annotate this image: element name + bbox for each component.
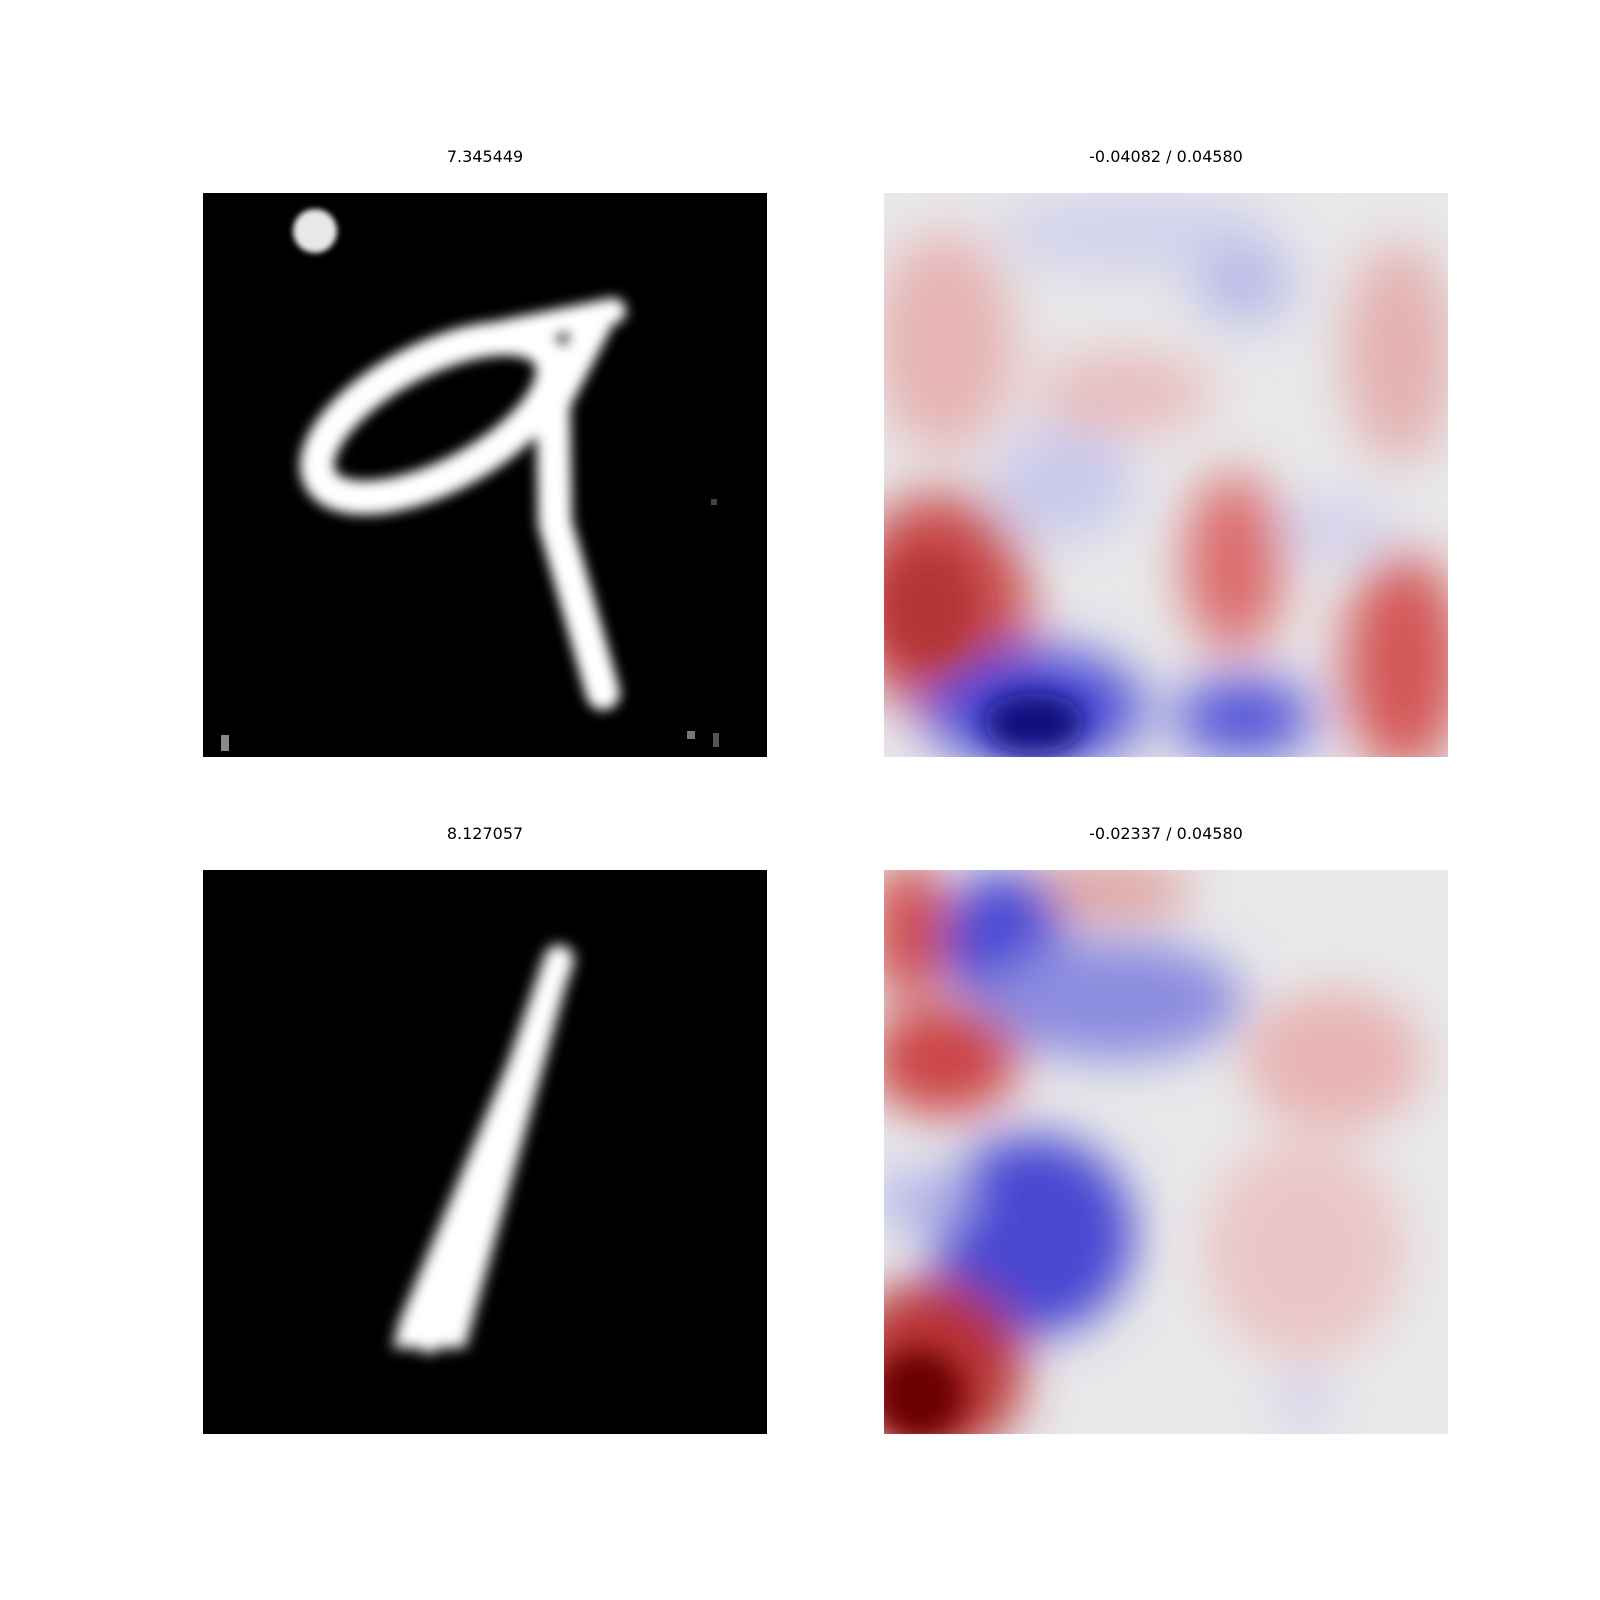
positive-region (884, 870, 949, 1000)
negative-region (934, 1135, 1134, 1335)
positive-region (1014, 870, 1194, 920)
positive-peak (884, 553, 974, 663)
positive-region (1034, 353, 1214, 433)
negative-peak (984, 693, 1084, 753)
digit-one-svg (393, 945, 574, 1353)
digit-one-image (203, 870, 767, 1434)
attribution-heatmap-bottom (884, 870, 1448, 1434)
heatmap-bottom-svg (884, 870, 1424, 1434)
negative-region (1194, 243, 1294, 323)
positive-region (1344, 553, 1448, 757)
panel-title-top-right: -0.04082 / 0.04580 (1089, 147, 1243, 166)
digit-nine-image (203, 193, 767, 757)
positive-region (1344, 243, 1448, 463)
noise-speck (713, 733, 719, 747)
panel-title-bottom-left: 8.127057 (446, 824, 524, 843)
noise-blob (293, 209, 337, 253)
digit-nine-stem (536, 306, 620, 710)
positive-region (884, 233, 1014, 453)
digit-nine-svg (221, 209, 719, 751)
noise-speck (687, 731, 695, 739)
negative-region (1274, 1375, 1334, 1425)
digit-nine-arm (490, 298, 626, 346)
panel-title-bottom-right: -0.02337 / 0.04580 (1089, 824, 1243, 843)
positive-region (1204, 1140, 1404, 1360)
noise-speck (221, 735, 229, 751)
negative-region (984, 940, 1244, 1060)
heatmap-top-svg (884, 193, 1448, 757)
digit-nine-loop (300, 321, 570, 515)
noise-speck (711, 499, 717, 505)
attribution-heatmap-top (884, 193, 1448, 757)
negative-region (884, 1170, 974, 1230)
negative-region (994, 428, 1134, 538)
positive-peak (884, 1350, 964, 1434)
positive-region (1244, 990, 1424, 1130)
digit-one-stroke-core (414, 945, 574, 1353)
positive-region (1184, 473, 1284, 653)
negative-region (1174, 678, 1314, 757)
negative-region (1274, 500, 1394, 556)
negative-region (994, 193, 1274, 273)
panel-title-top-left: 7.345449 (446, 147, 524, 166)
positive-region (884, 1005, 1019, 1115)
